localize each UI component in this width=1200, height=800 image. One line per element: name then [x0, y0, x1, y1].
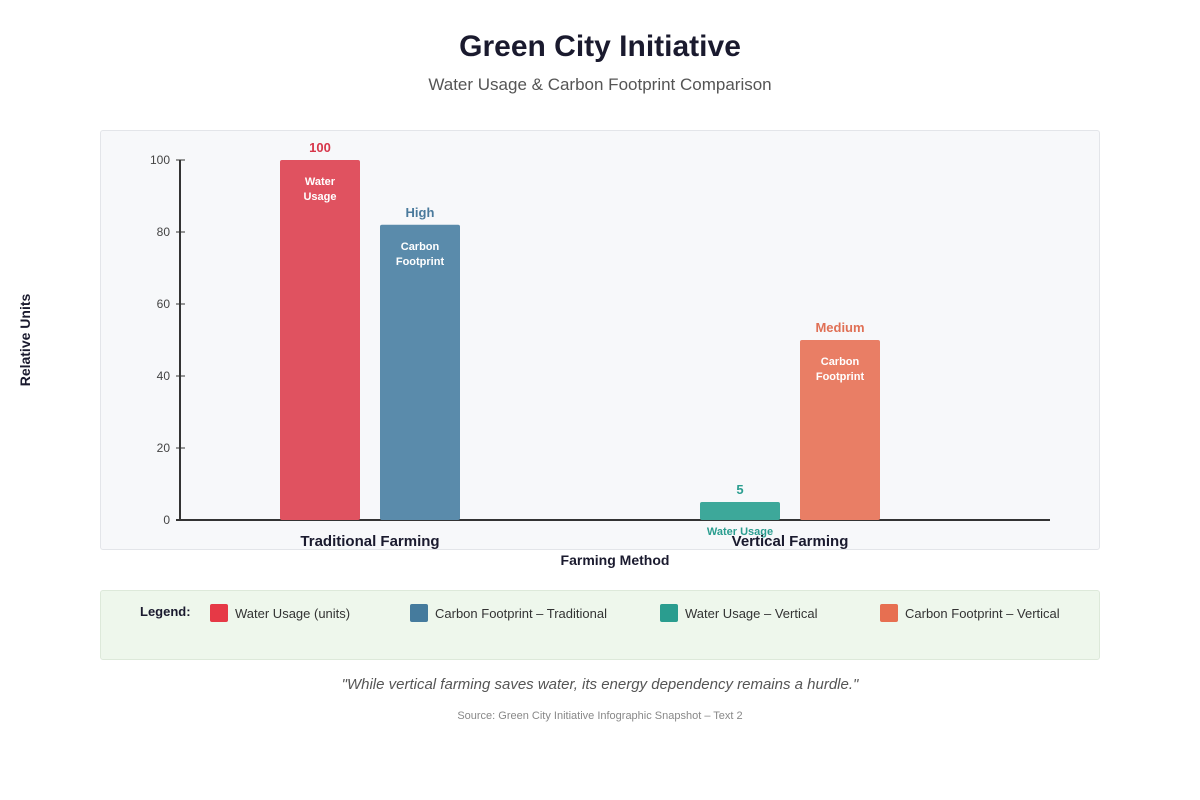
bar [380, 224, 460, 521]
bar-value-label: Medium [815, 320, 864, 335]
y-tick-label: 100 [150, 153, 170, 167]
bar-value-label: High [406, 205, 435, 220]
bar [280, 160, 360, 520]
legend-swatch [880, 604, 898, 622]
chart-panel [100, 130, 1100, 550]
legend-swatch [210, 604, 228, 622]
legend-item-carbon-traditional: Carbon Footprint – Traditional [410, 603, 607, 623]
legend-swatch [410, 604, 428, 622]
bar-inner-label: Carbon [401, 241, 440, 253]
source-note: Source: Green City Initiative Infographi… [457, 710, 743, 722]
quote: "While vertical farming saves water, its… [341, 676, 859, 693]
bar-inner-label: Footprint [816, 371, 865, 383]
y-tick-label: 40 [157, 369, 171, 383]
bar-value-label: 5 [736, 482, 743, 497]
bar-inner-label: Usage [303, 191, 336, 203]
x-category-label: Traditional Farming [300, 533, 439, 550]
legend-title: Legend: [140, 604, 191, 619]
bar [800, 340, 880, 520]
bar-inner-label: Footprint [396, 256, 445, 268]
legend-label: Water Usage – Vertical [685, 605, 818, 621]
legend-swatch [660, 604, 678, 622]
bar-chart: 0 20 40 60 80 100 100 Water Usage High Carbon Footp… [17, 140, 1050, 568]
bar-inner-label: Carbon [821, 356, 860, 368]
x-axis-title: Farming Method [561, 552, 670, 568]
legend-label: Carbon Footprint – Traditional [435, 605, 607, 621]
legend: Legend: Water Usage (units) Carbon Footp… [100, 590, 1100, 660]
legend-label: Carbon Footprint – Vertical [905, 605, 1060, 621]
legend-item-water-usage: Water Usage (units) [210, 603, 350, 623]
bar-inner-label: Water Usage [707, 526, 773, 538]
bar-value-label: 100 [309, 140, 331, 155]
y-tick-label: 80 [157, 225, 171, 239]
x-category-label: Vertical Farming [732, 533, 849, 550]
legend-label: Water Usage (units) [235, 605, 351, 621]
legend-item-carbon-vertical: Carbon Footprint – Vertical [880, 603, 1060, 623]
legend-item-water-vertical: Water Usage – Vertical [660, 603, 817, 623]
y-axis-title: Relative Units [17, 293, 33, 386]
y-tick-label: 0 [163, 513, 170, 527]
bar [700, 502, 780, 520]
y-tick-label: 60 [157, 297, 171, 311]
bar-inner-label: Water [305, 176, 336, 188]
page-subtitle: Water Usage & Carbon Footprint Compariso… [428, 75, 772, 94]
page-title: Green City Initiative [459, 30, 741, 63]
y-tick-label: 20 [157, 441, 171, 455]
